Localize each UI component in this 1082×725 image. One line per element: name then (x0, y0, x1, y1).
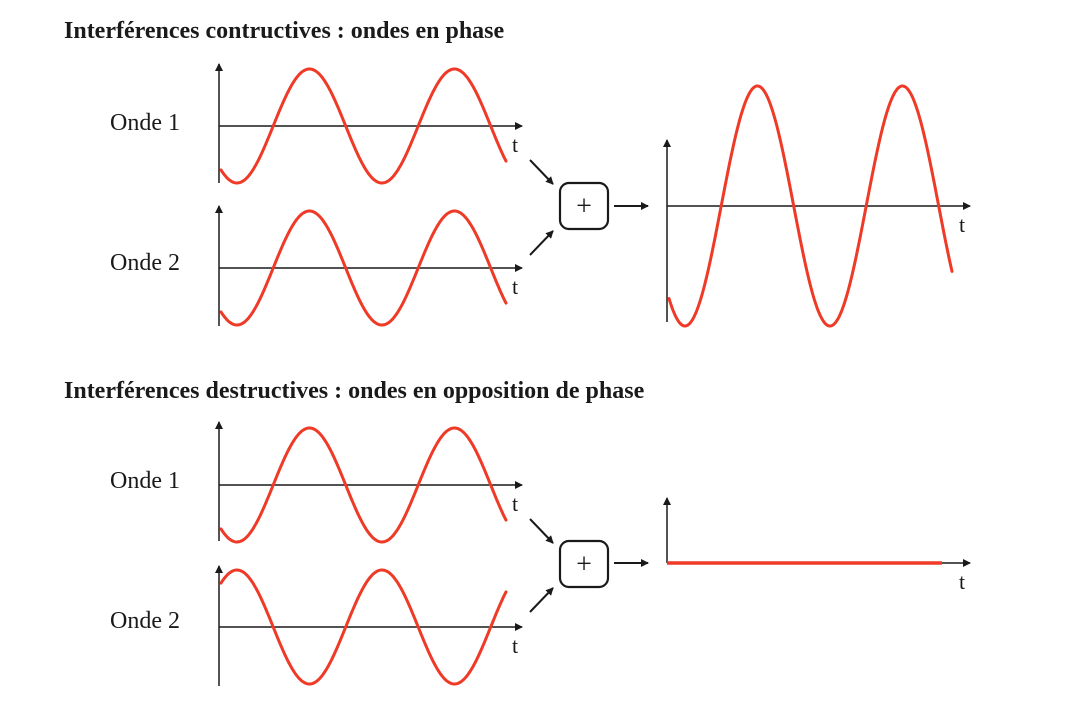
d-plus-box (558, 539, 610, 589)
d-wave2-curve (219, 568, 508, 686)
d-arrow-in-2 (529, 587, 554, 613)
heading-constructive-rest: : ondes en phase (330, 18, 505, 44)
d-result-t-label: t (959, 569, 965, 594)
c-plus-icon: + (576, 191, 592, 222)
c-arrow-in-1 (529, 159, 554, 185)
c-wave1-curve (219, 67, 508, 185)
c-result-curve (667, 84, 954, 328)
heading-destructive: Interférences destructives : ondes en op… (64, 378, 644, 405)
d-arrow-in-1 (529, 518, 554, 544)
c-wave2-t-label: t (512, 274, 518, 299)
constructive-wave2-label: Onde 2 (110, 250, 180, 276)
destructive-wave2-label: Onde 2 (110, 608, 180, 634)
d-wave1-curve (219, 426, 508, 544)
heading-constructive-bold: Interférences contructives (64, 18, 331, 44)
destructive-wave1-label: Onde 1 (110, 468, 180, 494)
c-plus-box (558, 181, 610, 231)
d-wave1-t-label: t (512, 491, 518, 516)
constructive-wave1-label: Onde 1 (110, 110, 180, 136)
c-result-t-label: t (959, 212, 965, 237)
c-arrow-in-2 (529, 230, 554, 256)
d-wave2-t-label: t (512, 633, 518, 658)
heading-constructive: Interférences contructives : ondes en ph… (64, 18, 504, 45)
d-plus-icon: + (576, 549, 592, 580)
c-wave2-curve (219, 209, 508, 327)
heading-destructive-bold: Interférences destructives (64, 378, 329, 404)
heading-destructive-rest: : ondes en opposition de phase (328, 378, 645, 404)
c-wave1-t-label: t (512, 132, 518, 157)
